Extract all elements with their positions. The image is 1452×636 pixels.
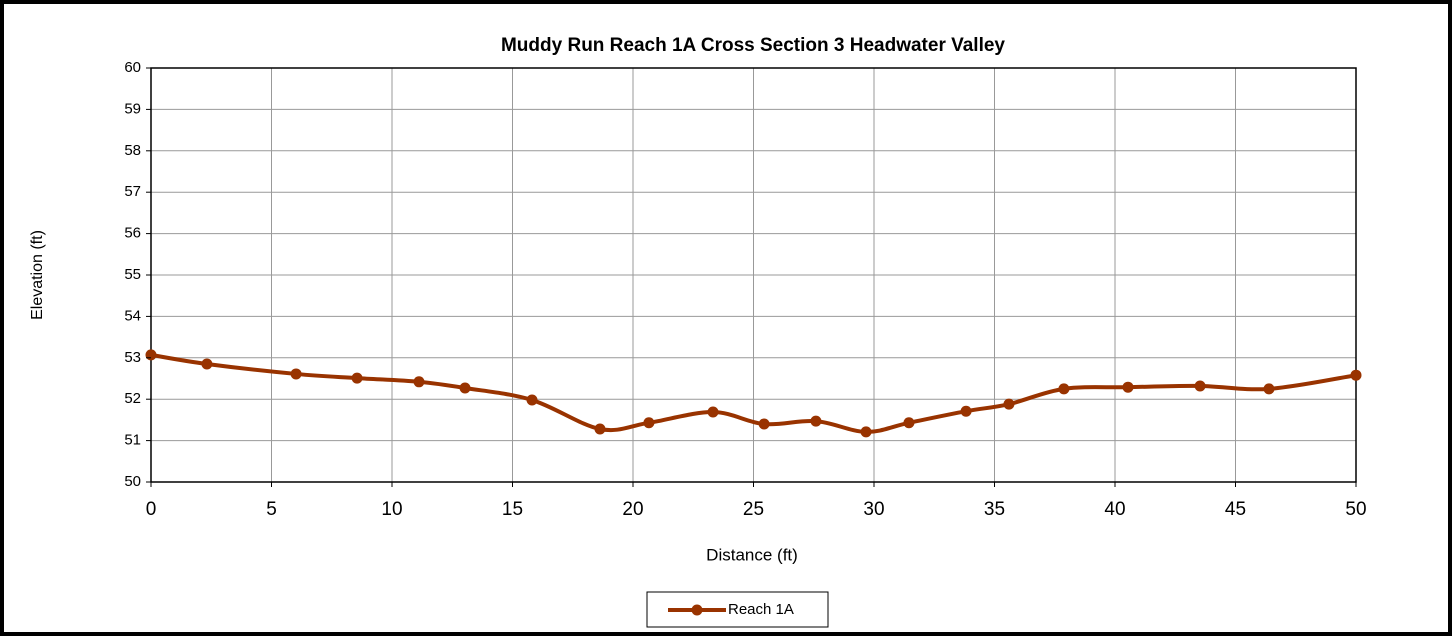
x-tick-label: 35 xyxy=(984,499,1005,520)
point xyxy=(351,372,363,384)
y-tick-label: 56 xyxy=(124,225,141,242)
x-axis-label: Distance (ft) xyxy=(706,545,798,564)
point xyxy=(145,349,157,361)
y-tick-label: 58 xyxy=(124,142,141,159)
marks xyxy=(145,349,1362,438)
x-tick-label: 0 xyxy=(146,499,157,520)
legend-marker xyxy=(691,604,703,616)
point xyxy=(201,358,213,370)
point xyxy=(1122,381,1134,393)
y-tick-label: 52 xyxy=(124,390,141,407)
x-tick-label: 20 xyxy=(622,499,643,520)
point xyxy=(526,394,538,406)
x-tick-label: 30 xyxy=(863,499,884,520)
x-tick-label: 15 xyxy=(502,499,523,520)
legend-label: Reach 1A xyxy=(728,601,794,618)
y-tick-label: 55 xyxy=(124,266,141,283)
point xyxy=(707,406,719,418)
point xyxy=(1263,383,1275,395)
y-tick-label: 57 xyxy=(124,183,141,200)
y-tick-label: 53 xyxy=(124,349,141,366)
x-tick-label: 45 xyxy=(1225,499,1246,520)
x-tick-label: 5 xyxy=(266,499,277,520)
x-tick-label: 50 xyxy=(1345,499,1366,520)
point xyxy=(1350,369,1362,381)
x-tick-label: 10 xyxy=(381,499,402,520)
point xyxy=(1003,398,1015,410)
x-tick-label: 25 xyxy=(743,499,764,520)
point xyxy=(643,417,655,429)
point xyxy=(1058,383,1070,395)
point xyxy=(903,417,915,429)
y-tick-label: 51 xyxy=(124,432,141,449)
point xyxy=(758,418,770,430)
point xyxy=(1194,380,1206,392)
point xyxy=(459,382,471,394)
point xyxy=(290,368,302,380)
chart-title: Muddy Run Reach 1A Cross Section 3 Headw… xyxy=(501,35,1005,56)
y-tick-label: 50 xyxy=(124,473,141,490)
point xyxy=(594,423,606,435)
point xyxy=(860,426,872,438)
point xyxy=(960,405,972,417)
y-axis-label: Elevation (ft) xyxy=(29,230,46,320)
point xyxy=(810,415,822,427)
y-tick-label: 59 xyxy=(124,100,141,117)
point xyxy=(413,376,425,388)
y-tick-label: 60 xyxy=(124,59,141,76)
x-tick-label: 40 xyxy=(1104,499,1125,520)
y-tick-label: 54 xyxy=(124,307,141,324)
